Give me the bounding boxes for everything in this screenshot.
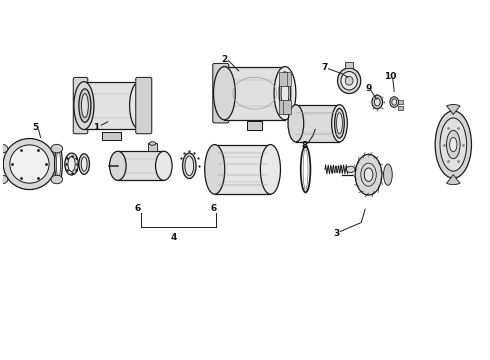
Circle shape xyxy=(346,166,355,172)
Ellipse shape xyxy=(341,72,357,90)
Bar xyxy=(84,82,140,130)
Text: 6: 6 xyxy=(134,204,141,213)
Circle shape xyxy=(0,175,8,184)
Ellipse shape xyxy=(281,77,289,109)
Ellipse shape xyxy=(214,67,235,120)
Ellipse shape xyxy=(390,97,398,107)
Ellipse shape xyxy=(81,94,88,117)
Ellipse shape xyxy=(68,157,75,171)
Ellipse shape xyxy=(332,105,347,142)
Ellipse shape xyxy=(54,146,62,182)
Ellipse shape xyxy=(345,76,353,85)
Text: 8: 8 xyxy=(301,141,308,150)
Circle shape xyxy=(51,144,63,153)
Bar xyxy=(118,151,164,180)
Bar xyxy=(279,72,287,86)
Circle shape xyxy=(0,144,8,153)
Ellipse shape xyxy=(182,153,196,179)
Ellipse shape xyxy=(79,154,90,174)
Wedge shape xyxy=(446,104,460,114)
Bar xyxy=(102,132,122,140)
Ellipse shape xyxy=(110,151,126,180)
Ellipse shape xyxy=(435,111,471,178)
Ellipse shape xyxy=(338,68,361,94)
Bar xyxy=(247,121,262,130)
Circle shape xyxy=(51,175,63,184)
Ellipse shape xyxy=(149,142,156,145)
Ellipse shape xyxy=(74,82,94,130)
Text: 5: 5 xyxy=(33,123,39,132)
Ellipse shape xyxy=(130,82,149,130)
Bar xyxy=(148,144,157,151)
Ellipse shape xyxy=(446,130,460,159)
FancyBboxPatch shape xyxy=(74,77,88,134)
Ellipse shape xyxy=(384,164,392,185)
Text: 1: 1 xyxy=(93,123,99,132)
Text: 6: 6 xyxy=(210,204,217,213)
Ellipse shape xyxy=(355,154,382,195)
Ellipse shape xyxy=(3,139,55,190)
Bar xyxy=(283,100,291,114)
Bar xyxy=(215,145,270,194)
Ellipse shape xyxy=(450,138,457,152)
Ellipse shape xyxy=(155,151,172,180)
Bar xyxy=(345,62,353,68)
Ellipse shape xyxy=(440,118,466,171)
Text: 10: 10 xyxy=(384,72,396,81)
FancyBboxPatch shape xyxy=(213,63,229,123)
Ellipse shape xyxy=(374,98,380,106)
Ellipse shape xyxy=(337,113,343,134)
Ellipse shape xyxy=(335,108,344,138)
Bar xyxy=(296,105,340,142)
Ellipse shape xyxy=(56,149,60,179)
Bar xyxy=(283,72,291,86)
Ellipse shape xyxy=(185,156,194,176)
Ellipse shape xyxy=(372,95,383,109)
Text: 2: 2 xyxy=(221,55,228,64)
Bar xyxy=(398,100,403,104)
Text: 9: 9 xyxy=(366,84,372,93)
Ellipse shape xyxy=(10,145,49,183)
Ellipse shape xyxy=(65,153,78,175)
Text: 7: 7 xyxy=(322,63,328,72)
Ellipse shape xyxy=(205,145,225,194)
Ellipse shape xyxy=(288,105,304,142)
Ellipse shape xyxy=(79,89,91,122)
Bar xyxy=(279,100,287,114)
FancyBboxPatch shape xyxy=(136,77,152,134)
Bar xyxy=(398,105,403,110)
Ellipse shape xyxy=(364,168,373,181)
Ellipse shape xyxy=(279,72,291,114)
Text: 4: 4 xyxy=(171,233,177,242)
Wedge shape xyxy=(446,175,460,185)
Text: 3: 3 xyxy=(333,229,339,238)
Ellipse shape xyxy=(260,145,280,194)
Ellipse shape xyxy=(81,157,87,171)
Ellipse shape xyxy=(392,99,396,105)
Bar xyxy=(224,67,285,120)
Ellipse shape xyxy=(274,67,296,120)
